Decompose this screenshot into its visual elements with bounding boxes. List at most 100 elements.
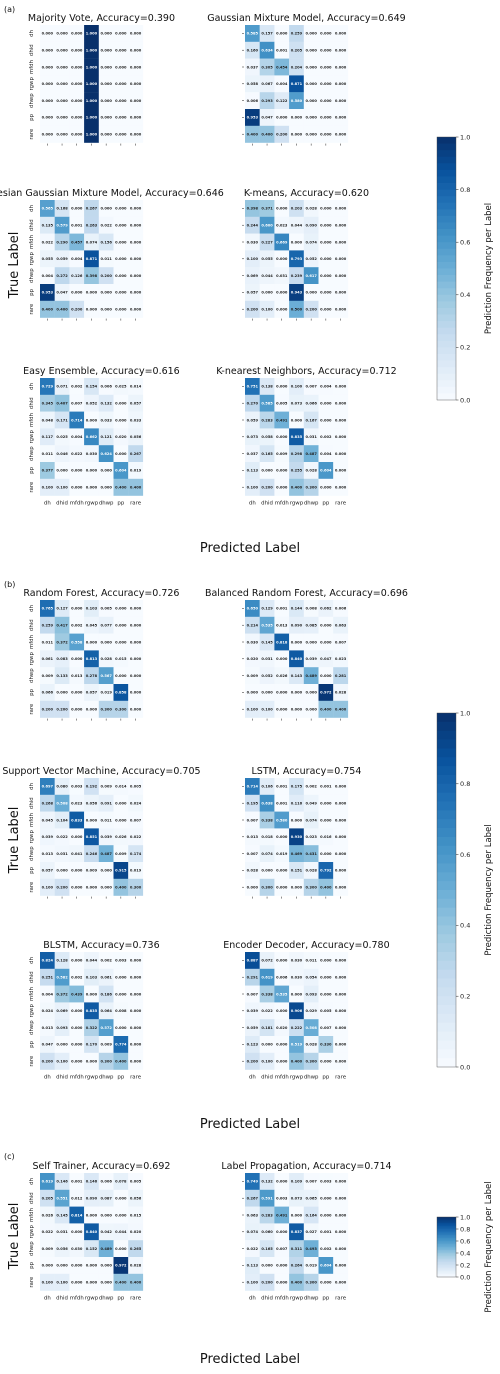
heatmap-cell (289, 92, 304, 110)
heatmap-cell (69, 1273, 85, 1291)
cell-value: 0.000 (276, 1281, 288, 1285)
heatmap-cell (69, 58, 85, 76)
x-tick-label: rgwp (85, 501, 99, 507)
heatmap-cell (69, 616, 85, 634)
cell-value: 0.019 (305, 1264, 317, 1268)
heatmap-cell (69, 845, 85, 863)
panel-letter: (b) (4, 580, 15, 589)
heatmap-cell (289, 1273, 304, 1291)
cell-value: 0.604 (320, 469, 332, 473)
heatmap-cell (98, 1173, 114, 1190)
cell-value: 0.056 (56, 1247, 68, 1251)
heatmap-cell (69, 411, 85, 429)
heatmap-cell (245, 1052, 260, 1070)
cell-value: 0.000 (115, 992, 127, 996)
cell-value: 0.028 (335, 691, 347, 695)
cell-value: 0.002 (71, 385, 83, 389)
colorbar-segment (437, 1247, 456, 1249)
heatmap-cell (245, 1189, 260, 1207)
cell-value: 0.175 (291, 785, 303, 789)
cell-value: 0.469 (291, 852, 303, 856)
heatmap-cell (245, 428, 260, 446)
panel-letter: (a) (4, 5, 15, 14)
cell-value: 0.167 (305, 418, 317, 422)
cell-value: 0.000 (291, 992, 303, 996)
cell-value: 0.000 (335, 207, 347, 211)
cell-value: 0.398 (86, 274, 98, 278)
cell-value: 0.200 (71, 308, 83, 312)
cell-value: 0.000 (291, 418, 303, 422)
heatmap-cell (84, 25, 99, 42)
heatmap-cell (259, 445, 275, 463)
cell-value: 0.001 (276, 802, 288, 806)
heatmap-cell (40, 616, 55, 634)
cell-value: 0.600 (261, 224, 273, 228)
heatmap-cell (333, 92, 349, 110)
heatmap-cell (84, 633, 99, 651)
heatmap-cell (84, 1036, 99, 1053)
cell-value: 0.000 (276, 308, 288, 312)
heatmap-cell (245, 1002, 260, 1020)
heatmap-cell (289, 200, 304, 217)
cell-value: 0.000 (320, 240, 332, 244)
cell-value: 0.000 (115, 99, 127, 103)
cell-value: 0.000 (42, 65, 54, 69)
heatmap-cell (98, 952, 114, 969)
cell-value: 0.400 (291, 486, 303, 490)
colorbar-segment (437, 1265, 456, 1267)
heatmap-cell (69, 250, 85, 268)
heatmap-cell (128, 75, 144, 93)
cell-value: 0.000 (130, 708, 142, 712)
cell-value: 0.814 (71, 1213, 83, 1217)
heatmap-cell (289, 411, 304, 429)
heatmap-cell (113, 700, 129, 718)
cell-value: 0.001 (276, 607, 288, 611)
cell-value: 0.138 (261, 385, 273, 389)
colorbar-segment (437, 916, 456, 926)
heatmap-cell (289, 1036, 304, 1053)
heatmap-cell (289, 952, 304, 969)
cell-value: 0.100 (56, 1060, 68, 1064)
colorbar-segment (437, 334, 456, 342)
heatmap-cell (318, 125, 334, 143)
heatmap-cell (318, 1223, 334, 1241)
cell-value: 0.000 (305, 708, 317, 712)
heatmap-cell (274, 650, 290, 668)
cell-value: 0.300 (305, 1060, 317, 1064)
colorbar-segment (437, 854, 456, 864)
y-tick-label: dh (29, 383, 35, 390)
heatmap-cell (259, 616, 275, 634)
cell-value: 0.186 (100, 992, 112, 996)
x-axis-label: Predicted Label (200, 541, 300, 556)
colorbar-segment (437, 783, 456, 794)
heatmap-cell (54, 462, 70, 479)
heatmap-cell (113, 428, 129, 446)
colorbar-segment (437, 288, 456, 296)
y-tick-label: pp (29, 1261, 35, 1268)
cell-value: 0.300 (115, 708, 127, 712)
cell-value: 0.617 (305, 274, 317, 278)
cell-value: 0.000 (71, 691, 83, 695)
cell-value: 0.000 (320, 402, 332, 406)
heatmap-cell (303, 75, 319, 93)
cell-value: 0.000 (71, 708, 83, 712)
heatmap-title: Balanced Random Forest, Accuracy=0.696 (205, 588, 408, 599)
heatmap-cell (333, 828, 349, 846)
heatmap-cell (69, 1002, 85, 1020)
cell-value: 0.100 (56, 486, 68, 490)
cell-value: 0.000 (335, 452, 347, 456)
cell-value: 0.281 (335, 674, 347, 678)
colorbar-segment (437, 739, 456, 749)
heatmap-cell (245, 233, 260, 251)
x-tick-label: dhwp (99, 501, 114, 507)
heatmap-cell (318, 878, 334, 896)
heatmap-cell (113, 25, 129, 42)
heatmap-cell (259, 633, 275, 651)
heatmap-cell (333, 411, 349, 429)
cell-value: 0.029 (305, 1009, 317, 1013)
cell-value: 0.000 (71, 959, 83, 963)
cell-value: 0.697 (42, 785, 54, 789)
heatmap-cell (303, 684, 319, 701)
heatmap-cell (245, 616, 260, 634)
cell-value: 0.022 (261, 1009, 273, 1013)
